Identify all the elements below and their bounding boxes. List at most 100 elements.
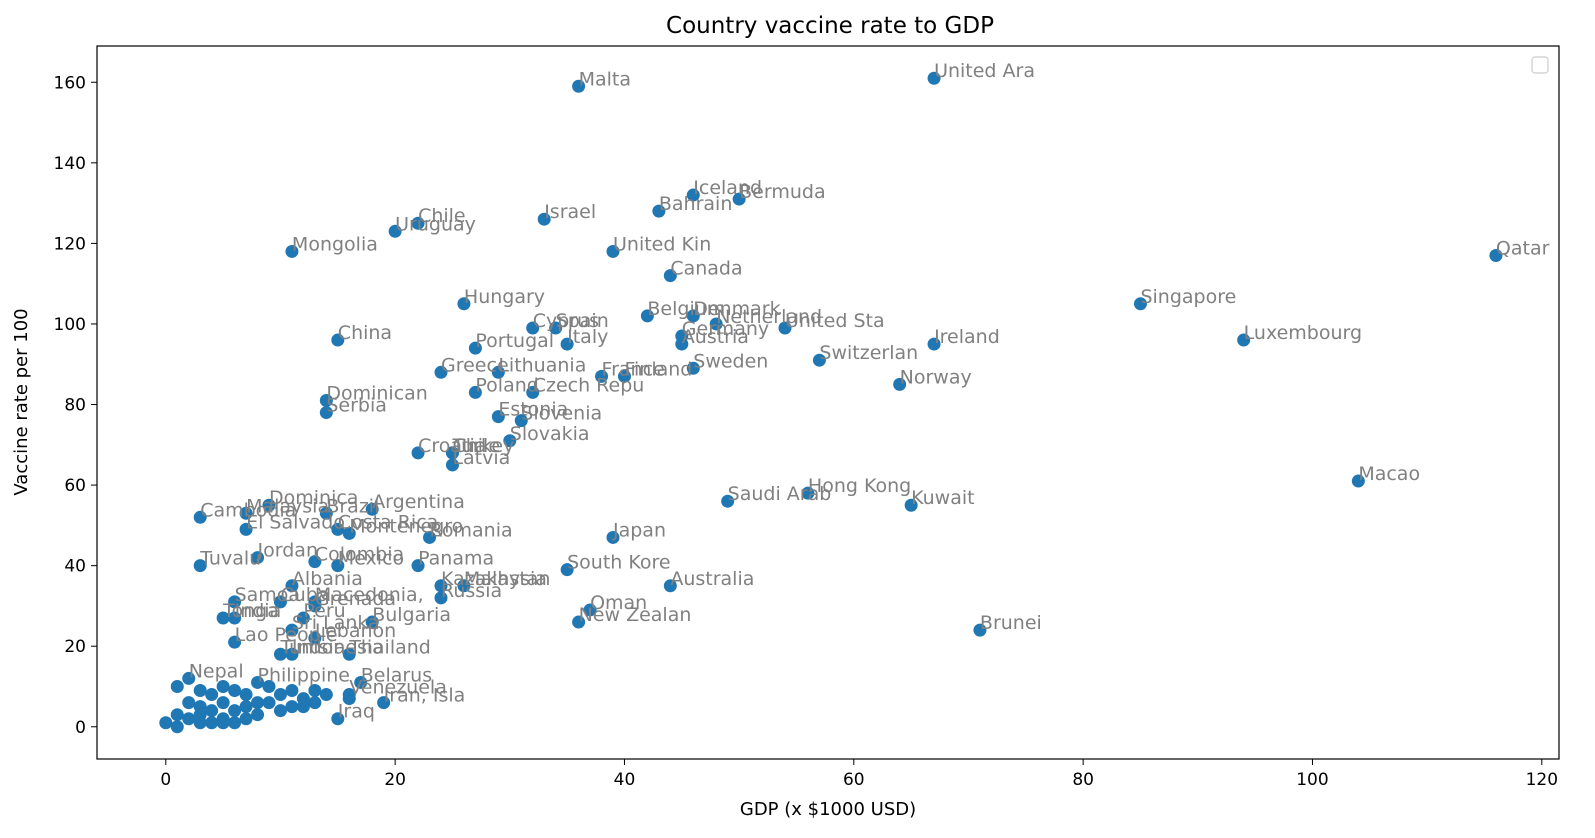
data-point (251, 708, 265, 722)
point-label: Bulgaria (372, 604, 451, 626)
x-axis-label: GDP (x $1000 USD) (740, 799, 916, 820)
data-point (205, 704, 219, 718)
point-label: Australia (670, 568, 754, 590)
point-label: Oman (590, 592, 647, 614)
data-point (228, 684, 242, 698)
point-label: Montenegro (349, 515, 463, 537)
point-label: Tuvalu (199, 548, 261, 570)
data-point (365, 502, 379, 516)
point-label: Finland (624, 358, 692, 380)
data-point (973, 623, 987, 637)
point-label: France (602, 358, 665, 380)
data-point (182, 696, 196, 710)
data-point (159, 716, 173, 730)
data-point (445, 446, 459, 460)
data-point (273, 595, 287, 609)
y-tick-label: 160 (54, 73, 86, 93)
data-point (732, 192, 746, 206)
point-label: Macao (1358, 463, 1420, 485)
point-label: Grenada (315, 588, 396, 610)
point-label: United Ara (934, 60, 1035, 82)
point-label: Saudi Arab (728, 483, 832, 505)
data-point (331, 559, 345, 573)
point-label: Sri Lanka (292, 612, 380, 634)
data-point (285, 684, 299, 698)
data-point (503, 434, 517, 448)
point-label: Thailand (348, 636, 431, 658)
data-point (721, 494, 735, 508)
data-point (572, 615, 586, 629)
point-label: Macedonia, (315, 584, 424, 606)
data-point (239, 506, 253, 520)
data-point (801, 486, 815, 500)
x-tick-label: 60 (843, 770, 865, 790)
data-point (560, 563, 574, 577)
x-tick-label: 0 (160, 770, 171, 790)
point-label: Slovenia (521, 403, 602, 425)
y-tick-label: 20 (64, 637, 86, 657)
data-point (663, 269, 677, 283)
point-label: Israel (544, 201, 596, 223)
point-label: Samoa (235, 584, 300, 606)
point-label: Greece (441, 354, 509, 376)
data-point (182, 712, 196, 726)
data-point (411, 446, 425, 460)
point-label: China (338, 322, 392, 344)
data-point (193, 510, 207, 524)
data-point (457, 579, 471, 593)
data-point (251, 675, 265, 689)
point-label: Denmark (693, 298, 780, 320)
point-label: Spain (556, 310, 609, 332)
point-label: Ireland (934, 326, 1000, 348)
data-point (308, 599, 322, 613)
point-label: Slovakia (510, 423, 590, 445)
data-point (296, 611, 310, 625)
data-point (709, 317, 723, 331)
point-label: Hungary (464, 286, 545, 308)
point-label: Sweden (693, 350, 768, 372)
data-point (251, 696, 265, 710)
data-point (193, 684, 207, 698)
point-label: South Kore (567, 552, 670, 574)
data-point (606, 244, 620, 258)
point-label: Dominican (326, 382, 428, 404)
data-point (262, 679, 276, 693)
y-tick-label: 140 (54, 154, 86, 174)
point-label: Iceland (693, 177, 762, 199)
data-point (342, 692, 356, 706)
data-point (1133, 297, 1147, 311)
point-label: Cyprus (533, 310, 599, 332)
point-label: Peru (303, 600, 345, 622)
data-point (285, 579, 299, 593)
data-point (239, 712, 253, 726)
point-label: Canada (670, 258, 742, 280)
data-point (927, 337, 941, 351)
data-point (1237, 333, 1251, 347)
data-point (365, 615, 379, 629)
data-point (319, 393, 333, 407)
data-point (549, 321, 563, 335)
data-point (285, 647, 299, 661)
point-label: Panama (418, 548, 494, 570)
point-label: Germany (682, 318, 769, 340)
point-label: India (235, 600, 282, 622)
data-point (342, 647, 356, 661)
data-point (216, 696, 230, 710)
data-point (319, 688, 333, 702)
data-point (193, 716, 207, 730)
data-point (686, 309, 700, 323)
data-point (182, 671, 196, 685)
point-label: Lebanon (315, 620, 396, 642)
y-tick-label: 120 (54, 234, 86, 254)
data-point (434, 579, 448, 593)
data-point (216, 716, 230, 730)
data-point (170, 720, 184, 734)
point-label: Tunisia (279, 636, 345, 658)
data-point (262, 696, 276, 710)
x-axis-ticks: 0 20 40 60 80 100 120 (160, 759, 1558, 790)
point-label: Indonesia (292, 636, 384, 658)
point-label: Chile (418, 205, 466, 227)
data-point (239, 700, 253, 714)
data-point (228, 611, 242, 625)
